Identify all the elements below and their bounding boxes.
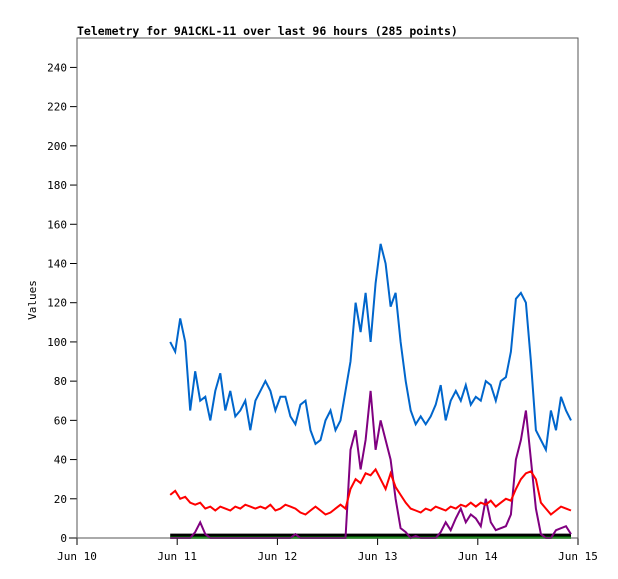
- x-tick-label: Jun 14: [458, 550, 498, 563]
- series-layer: [169, 243, 572, 540]
- y-tick-label: 20: [54, 493, 67, 506]
- axes-layer: 0 20 40 60 80 100 120 140 160 180 200 220 240 Jun 10 J…: [47, 61, 598, 563]
- plot-frame: [76, 37, 579, 539]
- series-line-purple: [170, 390, 572, 540]
- x-tick-label: Jun 13: [358, 550, 398, 563]
- y-tick-label: 220: [47, 101, 67, 114]
- y-tick-label: 140: [47, 257, 67, 270]
- chart-title: Telemetry for 9A1CKL-11 over last 96 hou…: [77, 24, 458, 38]
- y-tick-label: 200: [47, 140, 67, 153]
- x-tick-label: Jun 15: [558, 550, 598, 563]
- series-line-red: [169, 467, 572, 516]
- y-axis-label: Values: [26, 280, 39, 320]
- x-tick-label: Jun 11: [157, 550, 197, 563]
- y-tick-label: 40: [54, 454, 67, 467]
- y-tick-label: 120: [47, 297, 67, 310]
- y-tick-label: 240: [47, 61, 67, 74]
- y-tick-label: 180: [47, 179, 67, 192]
- y-tick-label: 0: [60, 532, 67, 545]
- y-tick-label: 100: [47, 336, 67, 349]
- y-tick-label: 60: [54, 414, 67, 427]
- y-tick-label: 160: [47, 218, 67, 231]
- x-tick-label: Jun 12: [258, 550, 298, 563]
- y-tick-label: 80: [54, 375, 67, 388]
- x-tick-label: Jun 10: [57, 550, 97, 563]
- series-line-blue: [169, 243, 572, 454]
